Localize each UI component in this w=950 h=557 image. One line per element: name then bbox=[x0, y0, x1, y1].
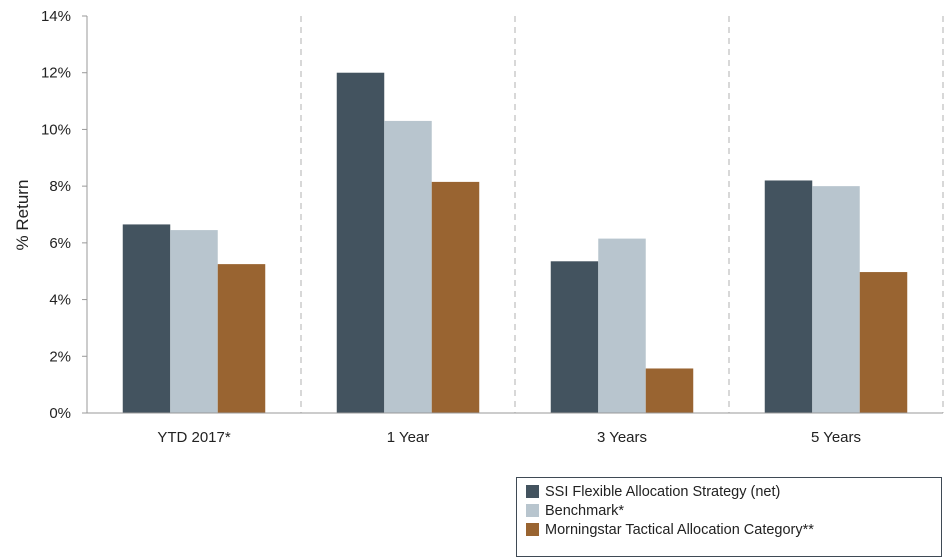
bar bbox=[431, 181, 480, 413]
x-ticks: YTD 2017* 1 Year 3 Years 5 Years bbox=[157, 429, 861, 446]
y-tick-label: 12% bbox=[41, 65, 71, 82]
y-tick-label: 4% bbox=[49, 292, 71, 309]
bars-group bbox=[122, 72, 908, 414]
bar bbox=[645, 368, 694, 413]
bar bbox=[764, 180, 813, 413]
y-axis-title: % Return bbox=[13, 180, 32, 251]
legend-swatch-morningstar bbox=[526, 523, 539, 536]
y-ticks: 0% 2% 4% 6% 8% 10% 12% 14% bbox=[41, 8, 87, 422]
bar bbox=[170, 230, 218, 413]
bar bbox=[812, 186, 860, 413]
bar bbox=[217, 264, 266, 413]
x-tick-label: 1 Year bbox=[387, 429, 430, 446]
bar bbox=[598, 238, 646, 413]
legend-item-benchmark: Benchmark* bbox=[526, 501, 941, 520]
x-tick-label: 5 Years bbox=[811, 429, 861, 446]
legend-item-morningstar: Morningstar Tactical Allocation Category… bbox=[526, 520, 941, 539]
legend-swatch-benchmark bbox=[526, 504, 539, 517]
x-tick-label: 3 Years bbox=[597, 429, 647, 446]
bar bbox=[336, 72, 385, 413]
bar bbox=[859, 272, 908, 413]
legend: SSI Flexible Allocation Strategy (net) B… bbox=[516, 477, 942, 557]
category-separators bbox=[300, 16, 944, 413]
axes-group bbox=[86, 16, 943, 414]
y-tick-label: 2% bbox=[49, 348, 71, 365]
legend-label-benchmark: Benchmark* bbox=[545, 502, 624, 519]
y-tick-label: 14% bbox=[41, 8, 71, 25]
x-tick-label: YTD 2017* bbox=[157, 429, 231, 446]
legend-item-ssi: SSI Flexible Allocation Strategy (net) bbox=[526, 482, 941, 501]
y-tick-label: 0% bbox=[49, 405, 71, 422]
bar bbox=[122, 224, 171, 413]
bar bbox=[384, 120, 432, 414]
y-tick-label: 10% bbox=[41, 121, 71, 138]
y-tick-label: 8% bbox=[49, 178, 71, 195]
legend-label-morningstar: Morningstar Tactical Allocation Category… bbox=[545, 521, 814, 538]
legend-label-ssi: SSI Flexible Allocation Strategy (net) bbox=[545, 483, 781, 500]
y-tick-label: 6% bbox=[49, 235, 71, 252]
bar bbox=[550, 261, 599, 413]
legend-swatch-ssi bbox=[526, 485, 539, 498]
